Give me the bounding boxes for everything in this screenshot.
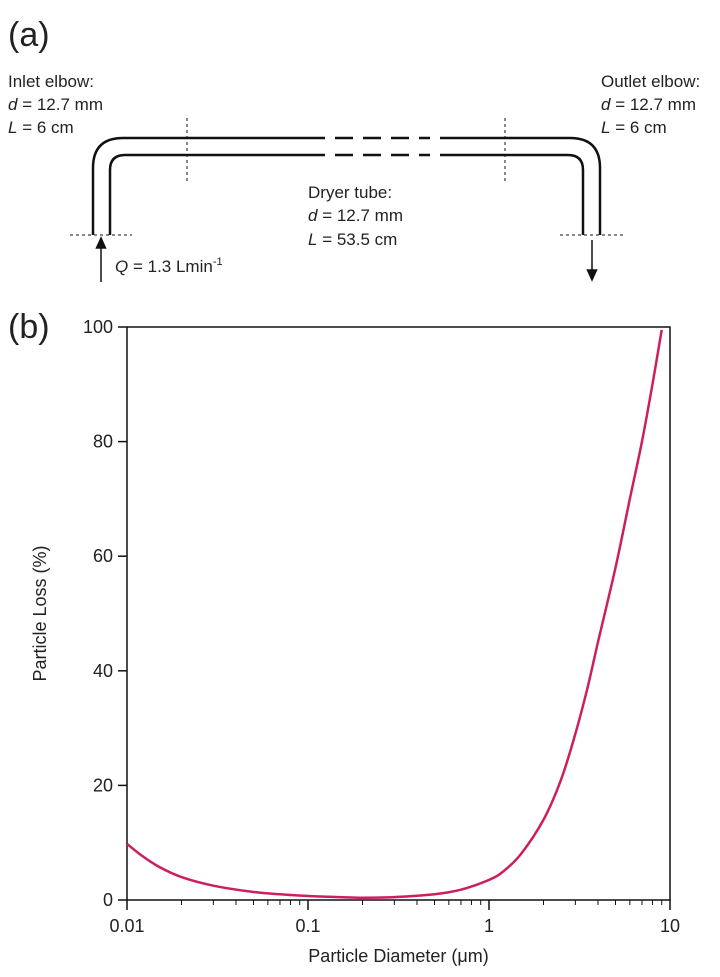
dryer-L-label: L = 53.5 cm [308, 230, 397, 249]
particle-loss-chart: 0 20 40 60 80 100 0.01 0.1 1 10 Particle Diamete… [30, 317, 680, 966]
x-tick-label: 0.01 [109, 916, 144, 936]
flow-rate-label: Q = 1.3 Lmin-1 [115, 256, 223, 276]
y-tick-label: 20 [93, 775, 113, 795]
inlet-d-label: d = 12.7 mm [8, 95, 103, 114]
plot-frame [126, 326, 671, 901]
outlet-d-label: d = 12.7 mm [601, 95, 696, 114]
outlet-L-label: L = 6 cm [601, 118, 667, 137]
inlet-L-label: L = 6 cm [8, 118, 74, 137]
flow-arrows [95, 236, 598, 282]
y-tick-label: 60 [93, 546, 113, 566]
x-tick-label: 1 [484, 916, 494, 936]
y-axis-ticks: 0 20 40 60 80 100 [83, 317, 127, 910]
section-markers [70, 118, 625, 236]
inlet-arrow-head [95, 236, 107, 249]
particle-loss-curve [126, 329, 663, 899]
inlet-title: Inlet elbow: [8, 72, 94, 91]
x-tick-label: 10 [660, 916, 680, 936]
y-tick-label: 0 [103, 890, 113, 910]
y-tick-label: 40 [93, 661, 113, 681]
x-axis-title: Particle Diameter (μm) [308, 946, 488, 966]
outlet-title: Outlet elbow: [601, 72, 700, 91]
y-tick-label: 80 [93, 432, 113, 452]
dryer-d-label: d = 12.7 mm [308, 206, 403, 225]
panel-b-label: (b) [8, 308, 50, 346]
x-tick-label: 0.1 [295, 916, 320, 936]
y-tick-label: 100 [83, 317, 113, 337]
inlet-elbow-inner-wall [108, 153, 325, 235]
tube-schematic [91, 136, 602, 235]
x-axis-ticks: 0.01 0.1 1 10 [109, 900, 680, 936]
inlet-elbow-outer-wall [91, 136, 325, 235]
dryer-title: Dryer tube: [308, 183, 392, 202]
panel-a-label: (a) [8, 16, 50, 54]
outlet-arrow-head [586, 269, 598, 282]
y-axis-title: Particle Loss (%) [30, 545, 50, 681]
outlet-elbow-inner-wall [440, 153, 585, 235]
outlet-elbow-outer-wall [440, 136, 602, 235]
dryer-tube-dashed-section [335, 136, 430, 157]
